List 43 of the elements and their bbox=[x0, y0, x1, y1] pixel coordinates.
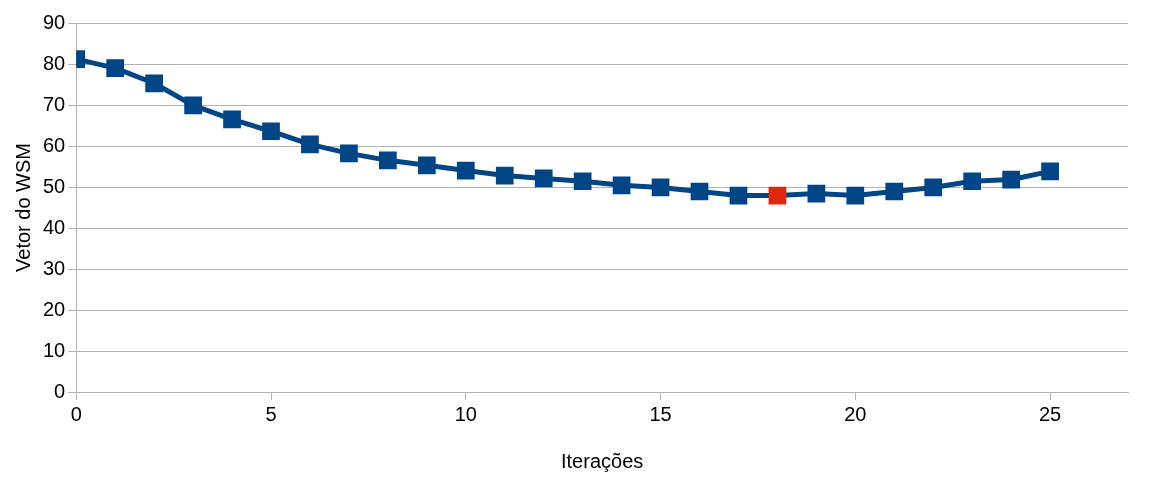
point bbox=[846, 186, 865, 205]
point bbox=[262, 122, 280, 141]
y-tick-label: 60 bbox=[43, 133, 66, 156]
point bbox=[417, 156, 436, 175]
y-tick-label: 40 bbox=[43, 215, 66, 238]
point bbox=[573, 172, 592, 191]
point bbox=[340, 144, 358, 163]
x-tick-label: 0 bbox=[70, 402, 82, 425]
y-tick-label: 0 bbox=[54, 379, 66, 402]
point bbox=[301, 135, 319, 154]
point bbox=[106, 59, 125, 77]
point bbox=[690, 182, 709, 201]
y-tick-label: 70 bbox=[43, 92, 66, 115]
point bbox=[379, 151, 397, 170]
point bbox=[456, 161, 475, 180]
point bbox=[651, 178, 670, 197]
y-tick-label: 20 bbox=[43, 297, 66, 320]
point bbox=[768, 186, 787, 205]
x-axis-title: Iterações bbox=[560, 449, 644, 472]
point bbox=[1002, 170, 1020, 189]
point bbox=[924, 178, 943, 197]
x-tick-label: 20 bbox=[844, 402, 867, 425]
point bbox=[729, 186, 748, 205]
point bbox=[612, 176, 631, 195]
point bbox=[184, 96, 202, 115]
point bbox=[807, 184, 826, 203]
point bbox=[1041, 162, 1059, 181]
y-tick-label: 10 bbox=[43, 338, 66, 361]
point bbox=[223, 110, 241, 129]
y-tick-label: 80 bbox=[43, 51, 66, 74]
point bbox=[145, 74, 164, 93]
x-tick-label: 25 bbox=[1038, 402, 1062, 425]
point bbox=[534, 169, 553, 188]
y-axis-title: Vetor do WSM bbox=[11, 143, 34, 272]
y-tick-label: 30 bbox=[43, 256, 66, 279]
point bbox=[963, 172, 982, 191]
y-tick-label: 90 bbox=[43, 10, 66, 33]
point bbox=[885, 182, 904, 201]
x-tick-label: 10 bbox=[454, 402, 477, 425]
x-tick-label: 15 bbox=[649, 402, 672, 425]
x-tick-label: 5 bbox=[265, 402, 277, 425]
point bbox=[495, 166, 514, 185]
y-tick-label: 50 bbox=[43, 174, 66, 197]
